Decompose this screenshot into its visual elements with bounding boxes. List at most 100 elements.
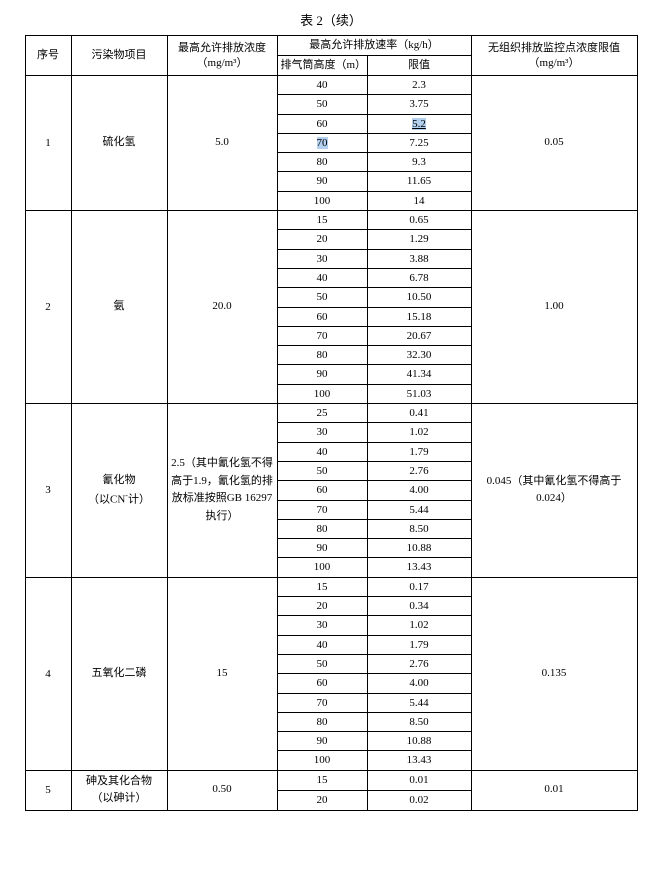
cell-limit: 15.18: [367, 307, 471, 326]
table-body: 1硫化氢5.0402.30.05503.75605.2707.25809.390…: [25, 76, 637, 811]
cell-limit: 14: [367, 191, 471, 210]
cell-monitor: 0.135: [471, 577, 637, 770]
header-seq: 序号: [25, 36, 71, 76]
cell-limit: 32.30: [367, 346, 471, 365]
cell-height: 80: [277, 712, 367, 731]
cell-limit: 0.65: [367, 211, 471, 230]
cell-height: 60: [277, 481, 367, 500]
cell-height: 100: [277, 384, 367, 403]
cell-height: 15: [277, 577, 367, 596]
cell-height: 15: [277, 211, 367, 230]
header-max-conc-unit: （mg/m³）: [171, 56, 274, 70]
cell-height: 90: [277, 172, 367, 191]
cell-limit: 0.01: [367, 770, 471, 790]
cell-height: 20: [277, 597, 367, 616]
cell-seq: 3: [25, 404, 71, 578]
cell-height: 90: [277, 365, 367, 384]
cell-seq: 2: [25, 211, 71, 404]
cell-height: 50: [277, 654, 367, 673]
header-emission-rate: 最高允许排放速率（kg/h）: [277, 36, 471, 56]
cell-height: 80: [277, 153, 367, 172]
cell-limit: 0.02: [367, 790, 471, 810]
cell-limit: 1.29: [367, 230, 471, 249]
cell-limit: 4.00: [367, 481, 471, 500]
cell-limit: 7.25: [367, 133, 471, 152]
cell-height: 30: [277, 423, 367, 442]
header-pollutant: 污染物项目: [71, 36, 167, 76]
cell-limit: 20.67: [367, 326, 471, 345]
cell-monitor: 0.05: [471, 76, 637, 211]
cell-concentration: 20.0: [167, 211, 277, 404]
cell-limit: 9.3: [367, 153, 471, 172]
cell-limit: 51.03: [367, 384, 471, 403]
cell-height: 60: [277, 674, 367, 693]
cell-pollutant: 砷及其化合物（以砷计）: [71, 770, 167, 810]
cell-concentration: 0.50: [167, 770, 277, 810]
header-monitor-text: 无组织排放监控点浓度限值: [475, 41, 634, 55]
table-row: 2氨20.0150.651.00: [25, 211, 637, 230]
cell-height: 70: [277, 133, 367, 152]
header-monitor-limit: 无组织排放监控点浓度限值 （mg/m³）: [471, 36, 637, 76]
cell-height: 60: [277, 114, 367, 133]
cell-height: 50: [277, 288, 367, 307]
table-row: 5砷及其化合物（以砷计）0.50150.010.01: [25, 770, 637, 790]
cell-limit: 13.43: [367, 558, 471, 577]
table-header: 序号 污染物项目 最高允许排放浓度 （mg/m³） 最高允许排放速率（kg/h）…: [25, 36, 637, 76]
cell-limit: 1.02: [367, 616, 471, 635]
cell-seq: 4: [25, 577, 71, 770]
header-limit: 限值: [367, 56, 471, 76]
cell-height: 20: [277, 230, 367, 249]
cell-limit: 4.00: [367, 674, 471, 693]
cell-height: 70: [277, 500, 367, 519]
cell-limit: 0.17: [367, 577, 471, 596]
cell-limit: 1.79: [367, 442, 471, 461]
cell-height: 50: [277, 461, 367, 480]
cell-limit: 5.2: [367, 114, 471, 133]
cell-limit: 0.34: [367, 597, 471, 616]
cell-height: 40: [277, 635, 367, 654]
cell-height: 30: [277, 616, 367, 635]
cell-height: 70: [277, 693, 367, 712]
cell-height: 20: [277, 790, 367, 810]
cell-monitor: 1.00: [471, 211, 637, 404]
cell-limit: 0.41: [367, 404, 471, 423]
cell-limit: 2.3: [367, 76, 471, 95]
cell-height: 25: [277, 404, 367, 423]
cell-pollutant: 硫化氢: [71, 76, 167, 211]
cell-limit: 3.88: [367, 249, 471, 268]
cell-limit: 2.76: [367, 654, 471, 673]
cell-limit: 1.02: [367, 423, 471, 442]
table-row: 4五氧化二磷15150.170.135: [25, 577, 637, 596]
cell-height: 40: [277, 442, 367, 461]
cell-limit: 10.50: [367, 288, 471, 307]
table-title: 表 2（续）: [10, 10, 652, 29]
cell-height: 80: [277, 346, 367, 365]
cell-height: 90: [277, 539, 367, 558]
header-max-conc: 最高允许排放浓度 （mg/m³）: [167, 36, 277, 76]
cell-height: 15: [277, 770, 367, 790]
table-row: 3氰化物（以CN-计）2.5（其中氰化氢不得高于1.9，氰化氢的排放标准按照GB…: [25, 404, 637, 423]
cell-concentration: 2.5（其中氰化氢不得高于1.9，氰化氢的排放标准按照GB 16297执行）: [167, 404, 277, 578]
cell-concentration: 15: [167, 577, 277, 770]
cell-limit: 10.88: [367, 732, 471, 751]
cell-limit: 1.79: [367, 635, 471, 654]
cell-height: 70: [277, 326, 367, 345]
cell-limit: 10.88: [367, 539, 471, 558]
cell-height: 90: [277, 732, 367, 751]
cell-limit: 8.50: [367, 712, 471, 731]
cell-limit: 13.43: [367, 751, 471, 770]
cell-height: 100: [277, 191, 367, 210]
header-stack-height: 排气筒高度（m）: [277, 56, 367, 76]
cell-limit: 5.44: [367, 693, 471, 712]
cell-height: 60: [277, 307, 367, 326]
cell-height: 100: [277, 558, 367, 577]
cell-monitor: 0.045（其中氰化氢不得高于0.024）: [471, 404, 637, 578]
cell-limit: 41.34: [367, 365, 471, 384]
cell-seq: 1: [25, 76, 71, 211]
cell-height: 80: [277, 519, 367, 538]
cell-limit: 11.65: [367, 172, 471, 191]
cell-height: 100: [277, 751, 367, 770]
cell-pollutant: 五氧化二磷: [71, 577, 167, 770]
cell-limit: 5.44: [367, 500, 471, 519]
cell-concentration: 5.0: [167, 76, 277, 211]
